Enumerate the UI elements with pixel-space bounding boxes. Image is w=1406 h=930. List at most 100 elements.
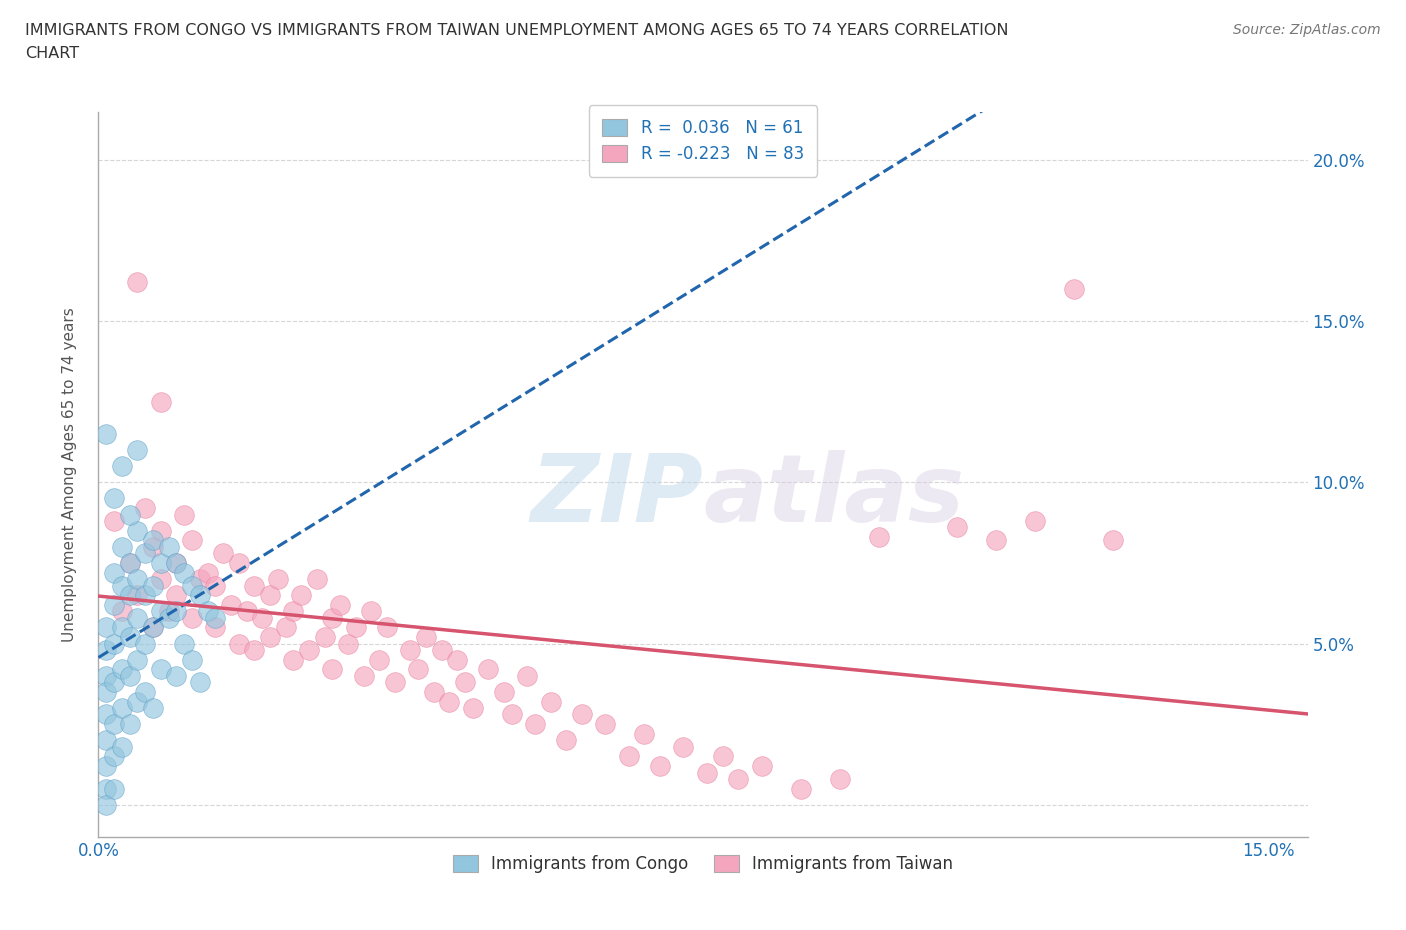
- Point: [149, 662, 172, 677]
- Point: [127, 443, 149, 458]
- Point: [111, 604, 134, 618]
- Point: [423, 684, 446, 699]
- Point: [368, 652, 391, 667]
- Point: [103, 781, 125, 796]
- Point: [118, 717, 141, 732]
- Point: [672, 739, 695, 754]
- Point: [118, 669, 141, 684]
- Point: [181, 533, 204, 548]
- Point: [173, 565, 195, 580]
- Point: [439, 694, 461, 709]
- Point: [103, 636, 125, 651]
- Point: [283, 652, 305, 667]
- Point: [103, 597, 125, 612]
- Point: [789, 781, 811, 796]
- Y-axis label: Unemployment Among Ages 65 to 74 years: Unemployment Among Ages 65 to 74 years: [62, 307, 77, 642]
- Point: [344, 620, 367, 635]
- Point: [96, 643, 118, 658]
- Point: [751, 759, 773, 774]
- Point: [204, 578, 226, 593]
- Point: [111, 700, 134, 715]
- Point: [494, 684, 516, 699]
- Point: [243, 578, 266, 593]
- Point: [696, 765, 718, 780]
- Point: [329, 597, 352, 612]
- Point: [173, 507, 195, 522]
- Point: [118, 555, 141, 570]
- Point: [118, 630, 141, 644]
- Point: [298, 643, 321, 658]
- Point: [235, 604, 257, 618]
- Point: [212, 546, 235, 561]
- Point: [524, 717, 547, 732]
- Point: [111, 739, 134, 754]
- Point: [96, 759, 118, 774]
- Point: [252, 610, 274, 625]
- Point: [157, 610, 180, 625]
- Point: [134, 500, 156, 515]
- Point: [188, 675, 211, 690]
- Point: [321, 662, 343, 677]
- Point: [571, 707, 593, 722]
- Point: [165, 669, 187, 684]
- Point: [197, 565, 219, 580]
- Point: [149, 604, 172, 618]
- Point: [314, 630, 336, 644]
- Point: [142, 539, 165, 554]
- Point: [283, 604, 305, 618]
- Point: [399, 643, 422, 658]
- Point: [555, 733, 578, 748]
- Point: [446, 652, 468, 667]
- Point: [142, 620, 165, 635]
- Point: [945, 520, 967, 535]
- Point: [142, 533, 165, 548]
- Point: [118, 588, 141, 603]
- Point: [259, 588, 281, 603]
- Point: [165, 555, 187, 570]
- Point: [595, 717, 617, 732]
- Point: [375, 620, 398, 635]
- Point: [103, 491, 125, 506]
- Point: [188, 588, 211, 603]
- Point: [127, 572, 149, 587]
- Point: [134, 588, 156, 603]
- Point: [103, 565, 125, 580]
- Point: [96, 427, 118, 442]
- Point: [127, 275, 149, 290]
- Point: [219, 597, 242, 612]
- Point: [96, 733, 118, 748]
- Point: [118, 507, 141, 522]
- Point: [228, 636, 250, 651]
- Point: [204, 620, 226, 635]
- Point: [711, 749, 734, 764]
- Point: [353, 669, 375, 684]
- Point: [111, 539, 134, 554]
- Point: [127, 694, 149, 709]
- Legend: Immigrants from Congo, Immigrants from Taiwan: Immigrants from Congo, Immigrants from T…: [440, 842, 966, 886]
- Point: [540, 694, 562, 709]
- Text: CHART: CHART: [25, 46, 79, 61]
- Point: [274, 620, 297, 635]
- Text: Source: ZipAtlas.com: Source: ZipAtlas.com: [1233, 23, 1381, 37]
- Text: IMMIGRANTS FROM CONGO VS IMMIGRANTS FROM TAIWAN UNEMPLOYMENT AMONG AGES 65 TO 74: IMMIGRANTS FROM CONGO VS IMMIGRANTS FROM…: [25, 23, 1010, 38]
- Point: [984, 533, 1007, 548]
- Point: [142, 578, 165, 593]
- Point: [127, 652, 149, 667]
- Point: [103, 513, 125, 528]
- Point: [181, 652, 204, 667]
- Point: [181, 578, 204, 593]
- Point: [134, 546, 156, 561]
- Point: [96, 797, 118, 812]
- Point: [127, 610, 149, 625]
- Point: [305, 572, 328, 587]
- Point: [477, 662, 499, 677]
- Point: [415, 630, 437, 644]
- Point: [461, 700, 484, 715]
- Point: [103, 749, 125, 764]
- Point: [173, 636, 195, 651]
- Point: [321, 610, 343, 625]
- Point: [430, 643, 453, 658]
- Point: [127, 588, 149, 603]
- Point: [157, 539, 180, 554]
- Point: [188, 572, 211, 587]
